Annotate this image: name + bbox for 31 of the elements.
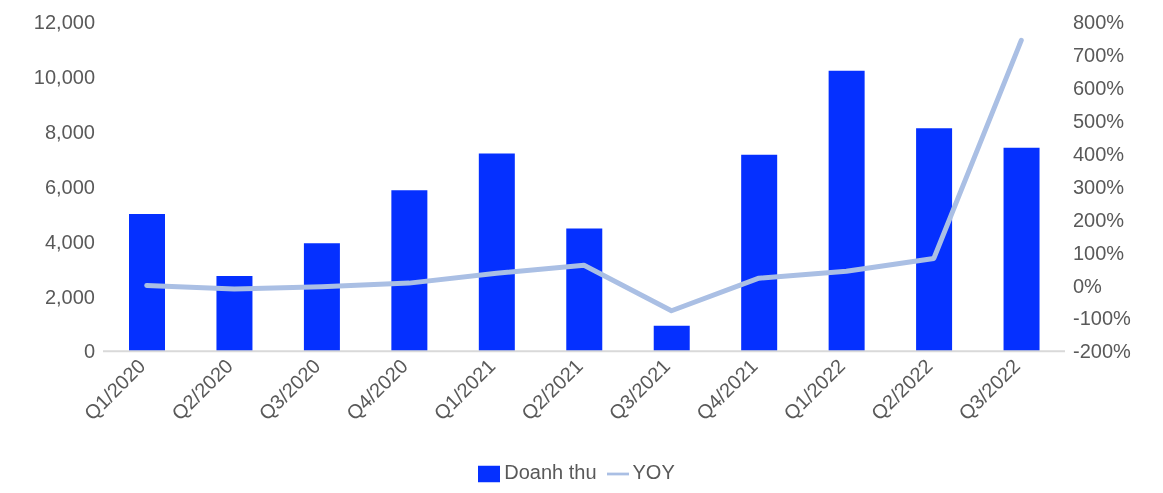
bar bbox=[216, 276, 253, 352]
bar bbox=[741, 154, 778, 352]
y-tick-label: 12,000 bbox=[33, 11, 95, 34]
y2-tick-label: -200% bbox=[1073, 340, 1132, 363]
legend-label: YOY bbox=[632, 461, 675, 484]
y-tick-label: 10,000 bbox=[33, 65, 95, 88]
bar bbox=[828, 70, 865, 352]
y2-tick-label: 300% bbox=[1073, 175, 1125, 198]
y2-tick-label: 100% bbox=[1073, 241, 1125, 264]
y-tick-label: 0 bbox=[83, 340, 95, 363]
y2-tick-label: 800% bbox=[1073, 11, 1125, 34]
y-tick-label: 8,000 bbox=[44, 120, 95, 143]
bar bbox=[916, 128, 953, 352]
bar bbox=[478, 153, 515, 352]
bar bbox=[1003, 147, 1040, 352]
y2-tick-label: 200% bbox=[1073, 208, 1125, 231]
legend-label: Doanh thu bbox=[504, 461, 597, 484]
bar bbox=[391, 190, 428, 352]
y2-tick-label: 400% bbox=[1073, 142, 1125, 165]
y2-tick-label: 600% bbox=[1073, 76, 1125, 99]
bar bbox=[129, 214, 165, 352]
y2-tick-label: 0% bbox=[1073, 274, 1103, 297]
bar bbox=[653, 325, 690, 352]
y2-tick-label: 500% bbox=[1073, 109, 1125, 132]
bar bbox=[566, 228, 603, 352]
y-tick-label: 4,000 bbox=[44, 230, 95, 253]
bar bbox=[303, 243, 340, 352]
y2-tick-label: 700% bbox=[1073, 44, 1125, 67]
y-tick-label: 6,000 bbox=[44, 175, 95, 198]
y2-tick-label: -100% bbox=[1073, 307, 1132, 330]
y-tick-label: 2,000 bbox=[44, 285, 95, 308]
